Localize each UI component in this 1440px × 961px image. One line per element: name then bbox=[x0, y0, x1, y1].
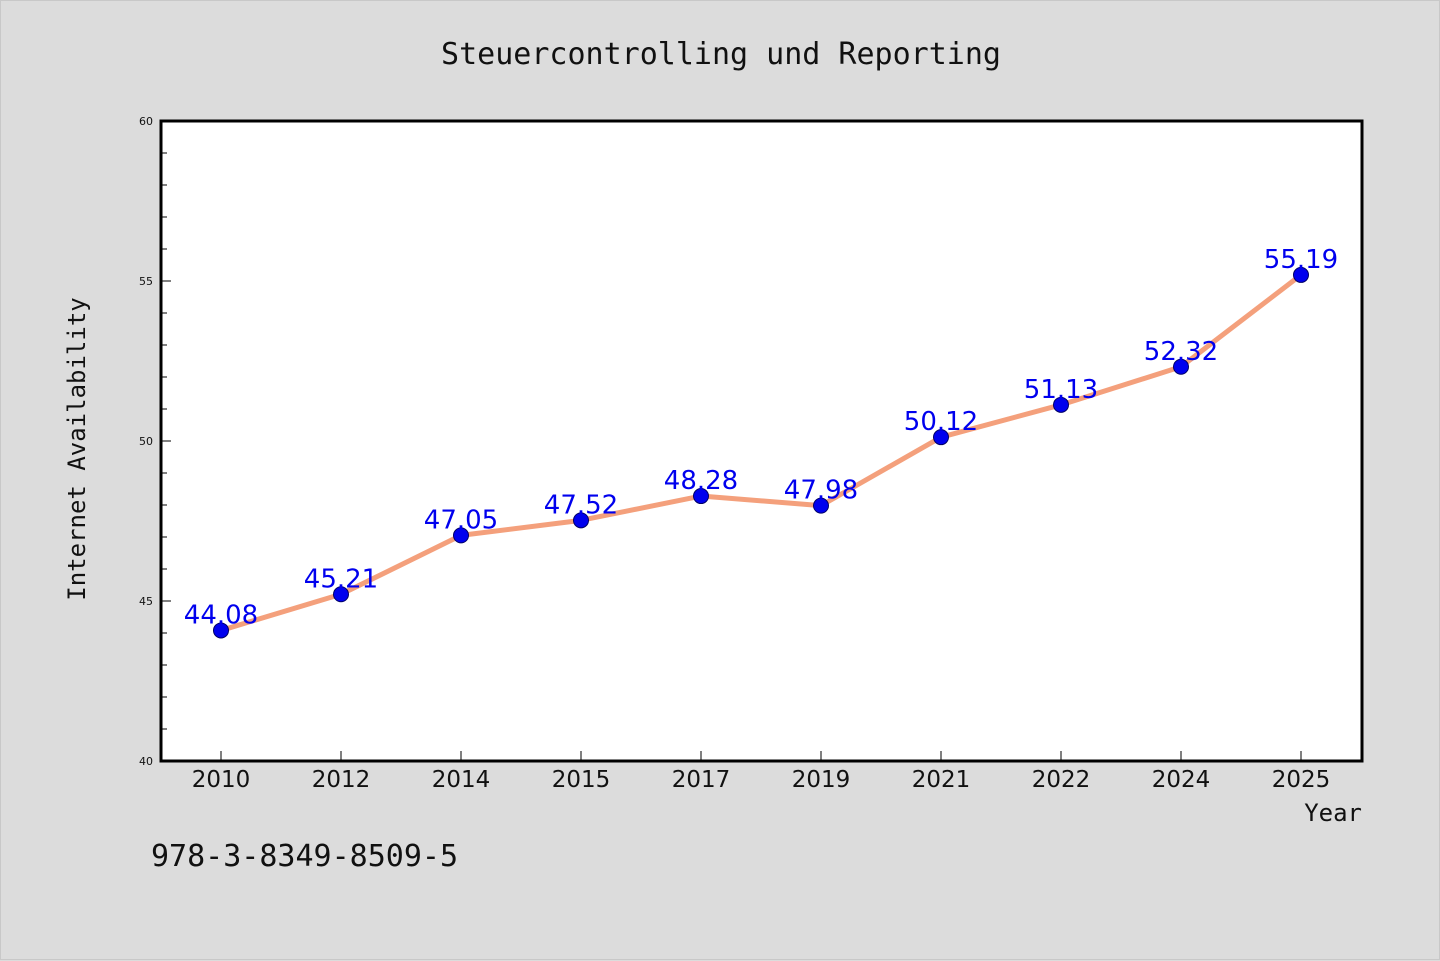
data-point bbox=[453, 527, 469, 544]
data-point bbox=[1293, 266, 1309, 283]
x-tick-label: 2024 bbox=[1152, 767, 1211, 793]
data-label: 55.19 bbox=[1264, 245, 1338, 275]
data-point bbox=[573, 512, 589, 529]
data-label: 44.08 bbox=[184, 600, 258, 630]
y-tick-label: 50 bbox=[139, 435, 153, 448]
data-label: 51.13 bbox=[1024, 375, 1098, 405]
y-tick-label: 60 bbox=[139, 115, 153, 128]
x-tick-label: 2021 bbox=[912, 767, 971, 793]
y-tick-label: 55 bbox=[139, 275, 153, 288]
data-label: 47.05 bbox=[424, 505, 498, 535]
x-tick-label: 2014 bbox=[432, 767, 491, 793]
data-point bbox=[333, 586, 349, 603]
x-tick-label: 2015 bbox=[552, 767, 611, 793]
x-tick-label: 2010 bbox=[192, 767, 251, 793]
chart-title: Steuercontrolling und Reporting bbox=[441, 37, 1001, 72]
x-tick-label: 2017 bbox=[672, 767, 731, 793]
data-point bbox=[813, 497, 829, 514]
data-point bbox=[693, 488, 709, 505]
isbn-annotation: 978-3-8349-8509-5 bbox=[151, 839, 458, 874]
data-point bbox=[1173, 358, 1189, 375]
data-label: 48.28 bbox=[664, 466, 738, 496]
data-labels: 44.08 45.21 47.05 47.52 48.28 47.98 50.12 51.13… bbox=[184, 245, 1338, 631]
y-tick-label: 45 bbox=[139, 595, 153, 608]
x-axis-label: Year bbox=[1304, 799, 1362, 827]
y-axis: 40 45 50 55 60 bbox=[139, 115, 171, 768]
series-line bbox=[218, 272, 1304, 633]
data-point bbox=[933, 429, 949, 446]
x-tick-label: 2012 bbox=[312, 767, 371, 793]
x-tick-label: 2022 bbox=[1032, 767, 1091, 793]
data-label: 47.98 bbox=[784, 476, 858, 506]
data-point bbox=[213, 622, 229, 639]
data-point bbox=[1053, 396, 1069, 413]
data-label: 50.12 bbox=[904, 407, 978, 437]
data-label: 52.32 bbox=[1144, 337, 1218, 367]
series-markers bbox=[213, 266, 1309, 639]
data-label: 45.21 bbox=[304, 564, 378, 594]
y-tick-label: 40 bbox=[139, 755, 153, 768]
plot-area bbox=[159, 119, 1364, 763]
data-label: 47.52 bbox=[544, 490, 618, 520]
y-axis-label: Internet Availability bbox=[63, 297, 91, 600]
x-tick-label: 2019 bbox=[792, 767, 851, 793]
x-axis: 2010 2012 2014 2015 2017 2019 2021 2022 2024 2025 bbox=[192, 751, 1331, 793]
x-tick-label: 2025 bbox=[1272, 767, 1331, 793]
